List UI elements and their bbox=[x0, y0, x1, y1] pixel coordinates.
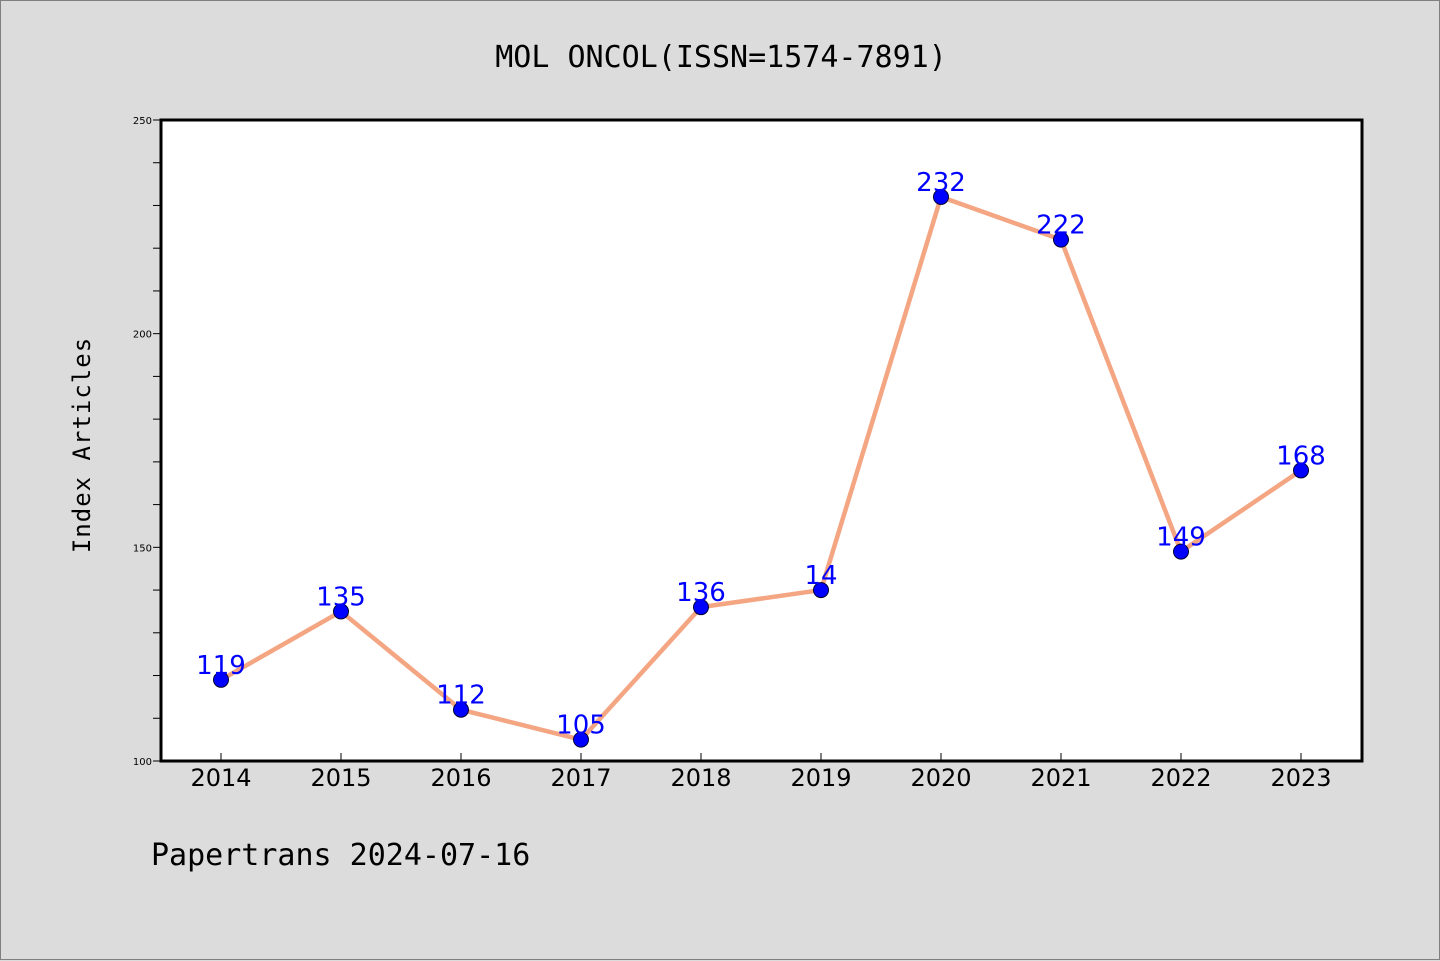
x-tick-label: 2019 bbox=[790, 764, 851, 792]
x-tick-label: 2014 bbox=[190, 764, 251, 792]
series-line-group: 119 135 112 105 136 14 232 222 149 168 bbox=[196, 168, 1326, 748]
x-tick-label: 2016 bbox=[430, 764, 491, 792]
x-tick-label: 2022 bbox=[1150, 764, 1211, 792]
plot-area bbox=[159, 118, 1364, 763]
data-point bbox=[213, 671, 229, 688]
data-point bbox=[1293, 462, 1309, 479]
data-point bbox=[333, 603, 349, 620]
footer-credit: Papertrans 2024-07-16 bbox=[151, 838, 530, 873]
x-axis: 2014 2015 2016 2017 2018 2019 2020 2021 2022 2023 bbox=[190, 753, 1332, 792]
x-tick-label: 2021 bbox=[1030, 764, 1091, 792]
data-label: 136 bbox=[676, 578, 726, 608]
data-point bbox=[933, 188, 949, 205]
data-label: 112 bbox=[436, 681, 486, 711]
x-tick-label: 2020 bbox=[910, 764, 971, 792]
chart-title: MOL ONCOL(ISSN=1574-7891) bbox=[495, 40, 947, 75]
y-axis: 100 150 200 250 bbox=[133, 116, 161, 768]
y-tick-label: 150 bbox=[133, 543, 152, 554]
y-tick-label: 100 bbox=[133, 757, 152, 768]
y-tick-label: 250 bbox=[133, 116, 152, 127]
data-label: 232 bbox=[916, 168, 966, 198]
x-tick-label: 2018 bbox=[670, 764, 731, 792]
x-tick-label: 2015 bbox=[310, 764, 371, 792]
x-tick-label: 2023 bbox=[1270, 764, 1331, 792]
data-label: 168 bbox=[1276, 441, 1326, 471]
data-point bbox=[813, 582, 829, 599]
data-point bbox=[1053, 231, 1069, 248]
data-point bbox=[1173, 543, 1189, 560]
y-tick-label: 200 bbox=[133, 330, 152, 341]
data-label: 105 bbox=[556, 711, 606, 741]
data-point bbox=[453, 701, 469, 718]
data-label: 119 bbox=[196, 651, 246, 681]
data-label: 135 bbox=[316, 582, 366, 612]
data-point bbox=[573, 731, 589, 748]
data-point bbox=[693, 599, 709, 616]
x-tick-label: 2017 bbox=[550, 764, 611, 792]
data-label: 149 bbox=[1156, 523, 1206, 553]
data-label: 222 bbox=[1036, 211, 1086, 241]
y-axis-label: Index Articles bbox=[68, 337, 96, 553]
data-label: 14 bbox=[804, 561, 837, 591]
series-line bbox=[219, 194, 1303, 742]
